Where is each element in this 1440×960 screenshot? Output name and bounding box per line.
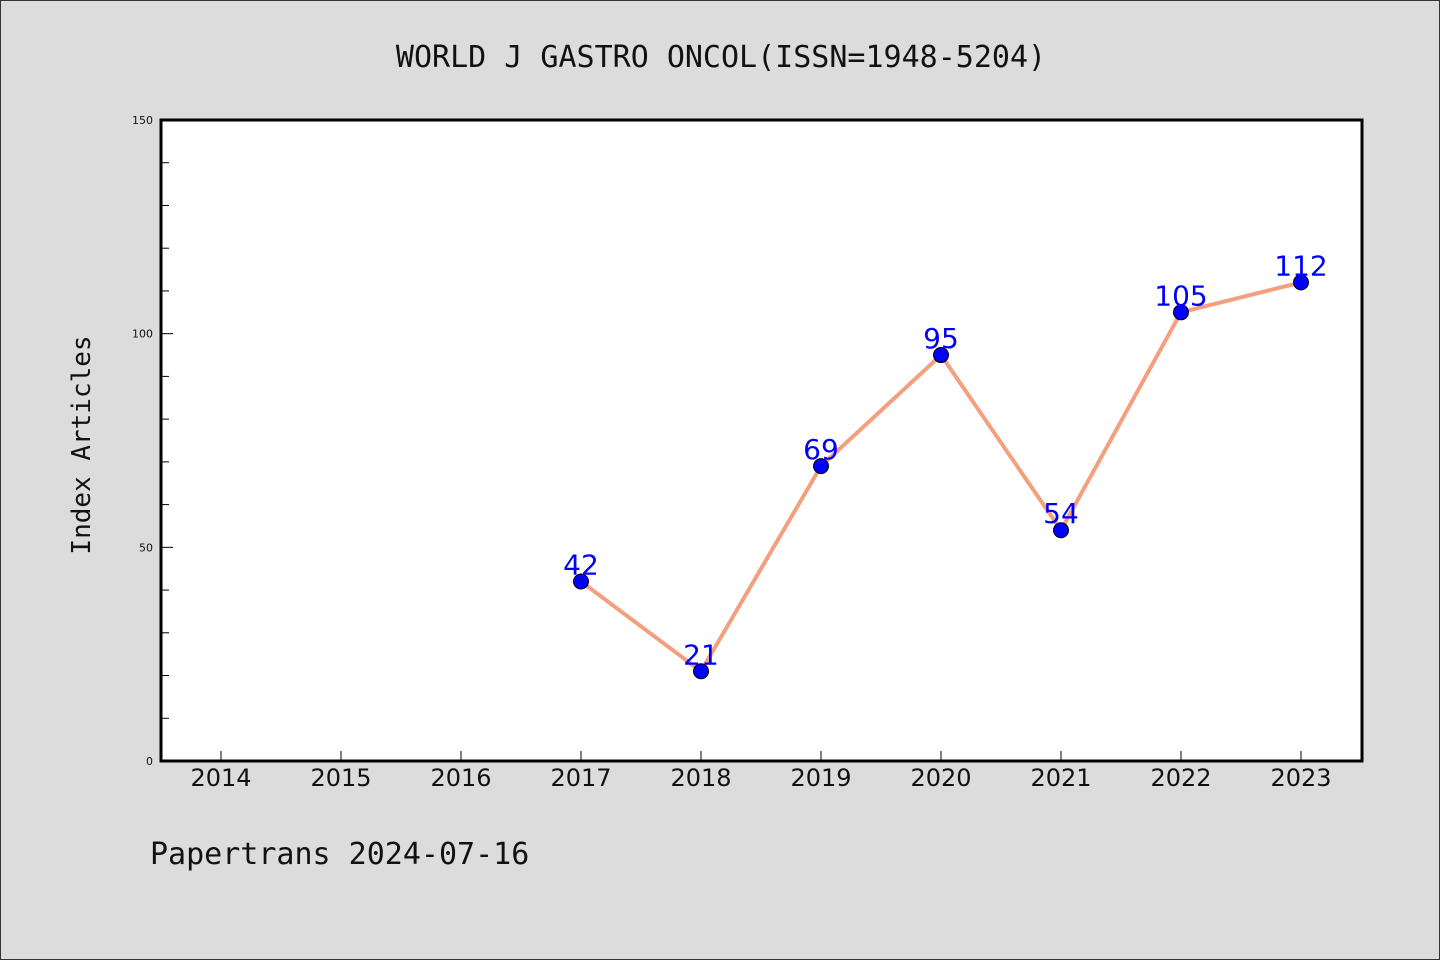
data-point-marker xyxy=(1053,522,1069,539)
x-axis: 2014 2015 2016 2017 2018 2019 2020 2021 2022 2023 xyxy=(190,751,1332,792)
data-label: 42 xyxy=(563,549,599,582)
y-tick-label: 50 xyxy=(139,541,153,554)
x-tick-label: 2014 xyxy=(190,764,251,792)
plot-frame xyxy=(159,118,1364,763)
x-tick-label: 2016 xyxy=(430,764,491,792)
data-point-marker xyxy=(933,347,949,364)
series: 42 21 69 95 54 105 112 xyxy=(563,249,1328,680)
data-point-marker xyxy=(693,663,709,680)
data-label: 54 xyxy=(1043,497,1079,530)
data-point-marker xyxy=(1293,274,1309,291)
x-tick-label: 2023 xyxy=(1270,764,1331,792)
x-tick-label: 2019 xyxy=(790,764,851,792)
data-label: 105 xyxy=(1154,279,1207,312)
x-tick-label: 2015 xyxy=(310,764,371,792)
data-point-marker xyxy=(1173,304,1189,321)
data-label: 21 xyxy=(683,638,719,671)
x-tick-label: 2017 xyxy=(550,764,611,792)
x-tick-label: 2022 xyxy=(1150,764,1211,792)
y-tick-label: 100 xyxy=(132,328,153,341)
plot-area xyxy=(161,120,1362,761)
footer-credit: Papertrans 2024-07-16 xyxy=(150,837,529,872)
x-tick-label: 2018 xyxy=(670,764,731,792)
data-label: 69 xyxy=(803,433,839,466)
y-tick-label: 150 xyxy=(132,114,153,127)
data-point-marker xyxy=(573,573,589,590)
data-label: 112 xyxy=(1274,249,1327,282)
y-axis-label: Index Articles xyxy=(67,335,97,554)
data-label: 95 xyxy=(923,322,959,355)
chart-title: WORLD J GASTRO ONCOL(ISSN=1948-5204) xyxy=(396,40,1046,75)
y-tick-label: 0 xyxy=(146,755,153,768)
x-tick-label: 2021 xyxy=(1030,764,1091,792)
x-tick-label: 2020 xyxy=(910,764,971,792)
data-point-marker xyxy=(813,458,829,475)
